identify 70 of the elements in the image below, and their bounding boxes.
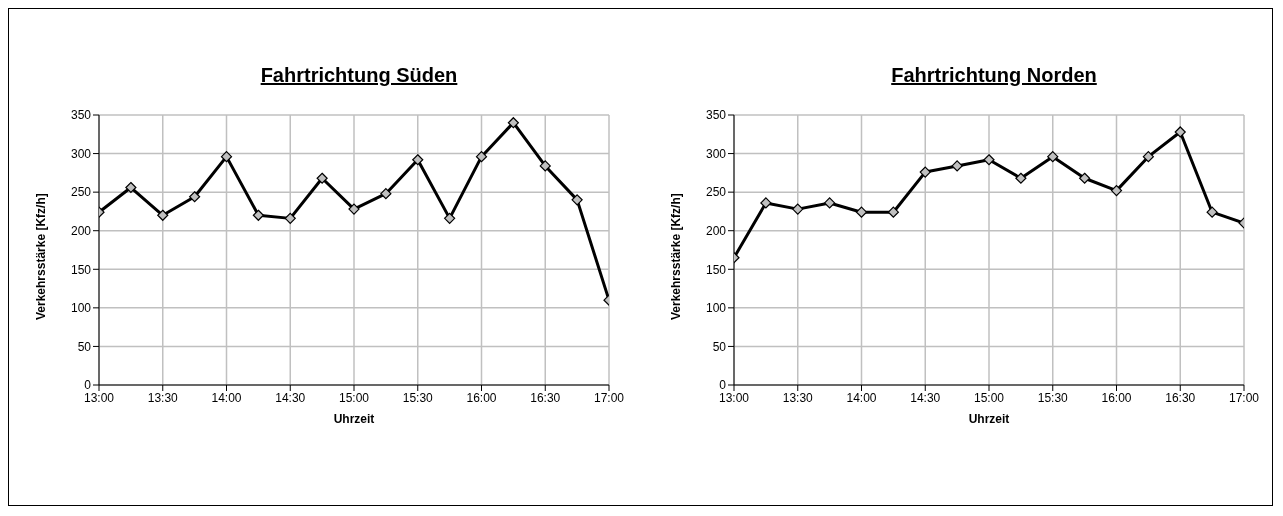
y-tick-label: 150 [70,262,92,277]
x-tick-label: 14:00 [211,390,242,405]
y-tick-label: 100 [70,301,92,316]
x-tick-label: 16:00 [1101,390,1132,405]
x-tick-label: 16:30 [1165,390,1196,405]
x-tick-label: 13:00 [83,390,115,405]
chart-title: Fahrtrichtung Süden [259,64,459,87]
point [252,209,264,221]
point [220,151,233,163]
point [348,203,360,215]
point [1110,185,1123,197]
point [444,212,456,224]
point [475,151,488,163]
point [507,117,519,129]
y-tick-label: 250 [705,185,727,200]
y-tick-label: 50 [77,339,92,354]
y-tick-label: 200 [705,223,727,238]
point [1142,151,1154,163]
y-tick-label: 300 [705,146,727,161]
point [539,160,551,172]
x-tick-label: 15:30 [402,390,434,405]
x-tick-label: 13:30 [147,390,179,405]
point [157,209,169,221]
y-tick-label: 350 [70,108,92,123]
x-axis-title: Uhrzeit [968,412,1010,426]
point [824,197,836,209]
x-tick-label: 17:00 [593,390,625,405]
x-tick-label: 16:30 [530,390,561,405]
point [887,206,899,218]
point [189,191,201,203]
y-tick-label: 350 [705,108,727,123]
point [792,203,804,215]
x-axis-title: Uhrzeit [333,412,375,426]
chart-title: Fahrtrichtung Norden [890,64,1098,87]
y-tick-label: 100 [705,301,727,316]
x-tick-label: 15:30 [1037,390,1069,405]
y-tick-label: 250 [70,185,92,200]
y-axis-title: Verkehrsstärke [Kfz/h] [669,193,684,320]
y-tick-label: 0 [84,378,92,393]
point [1047,151,1059,163]
x-tick-label: 13:00 [718,390,750,405]
point [125,181,137,194]
point [1079,172,1091,184]
point [1015,172,1027,184]
y-tick-label: 0 [719,378,727,393]
y-tick-label: 300 [70,146,92,161]
point [919,166,931,178]
x-tick-label: 15:00 [973,390,1005,405]
y-tick-label: 200 [70,223,92,238]
y-tick-label: 150 [705,262,727,277]
point [380,188,392,200]
point [316,172,328,184]
point [412,154,424,166]
x-tick-label: 16:00 [466,390,497,405]
point [1206,206,1218,218]
point [951,160,963,172]
point [1174,126,1186,138]
point [983,154,995,166]
x-tick-label: 13:30 [782,390,814,405]
point [284,212,296,224]
x-tick-label: 14:30 [910,390,941,405]
point [571,194,583,206]
x-tick-label: 15:00 [338,390,370,405]
x-tick-label: 17:00 [1228,390,1260,405]
point [855,206,868,218]
x-tick-label: 14:00 [846,390,877,405]
point [760,197,772,209]
y-tick-label: 50 [712,339,727,354]
x-tick-label: 14:30 [275,390,306,405]
y-axis-title: Verkehrsstärke [Kfz/h] [34,193,49,320]
